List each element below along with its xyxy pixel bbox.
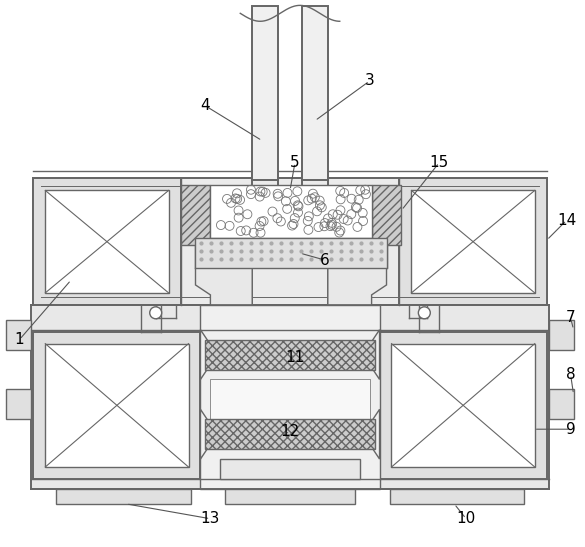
Text: 6: 6	[320, 253, 330, 267]
Polygon shape	[201, 330, 211, 380]
Bar	[32, 305, 549, 489]
Text: 1: 1	[15, 332, 24, 347]
Bar	[33, 178, 547, 305]
Text: 4: 4	[201, 98, 210, 113]
Text: 8: 8	[566, 367, 576, 382]
Bar	[390, 489, 524, 504]
Circle shape	[150, 307, 161, 319]
Bar	[195, 238, 387, 268]
Bar	[211, 185, 371, 238]
Text: 15: 15	[429, 155, 449, 170]
Text: 7: 7	[566, 310, 576, 325]
Bar	[33, 331, 201, 479]
Text: 12: 12	[280, 424, 300, 439]
Polygon shape	[328, 268, 387, 305]
Text: 11: 11	[285, 350, 305, 365]
Bar	[6, 389, 32, 419]
Bar	[221, 459, 360, 479]
Bar	[205, 419, 374, 449]
Bar	[56, 489, 191, 504]
Polygon shape	[195, 268, 252, 305]
Bar	[45, 190, 168, 293]
Bar	[33, 178, 181, 305]
Bar	[400, 178, 547, 305]
Bar	[6, 320, 32, 350]
Bar	[371, 185, 401, 245]
Text: 10: 10	[456, 511, 476, 526]
Bar	[211, 380, 370, 419]
Circle shape	[418, 307, 431, 319]
Bar	[302, 7, 328, 181]
Bar	[181, 185, 211, 245]
Text: 14: 14	[557, 213, 576, 228]
Bar	[201, 305, 380, 489]
Bar	[252, 7, 278, 181]
Text: 9: 9	[566, 422, 576, 437]
Text: 13: 13	[201, 511, 220, 526]
Bar	[549, 389, 573, 419]
Bar	[411, 190, 535, 293]
Bar	[391, 344, 535, 467]
Text: 5: 5	[290, 155, 300, 170]
Polygon shape	[370, 330, 380, 380]
Bar	[549, 320, 573, 350]
Bar	[205, 340, 374, 370]
Bar	[380, 331, 547, 479]
Polygon shape	[201, 409, 211, 459]
Text: 3: 3	[364, 73, 374, 89]
Polygon shape	[370, 409, 380, 459]
Bar	[225, 489, 355, 504]
Bar	[45, 344, 188, 467]
